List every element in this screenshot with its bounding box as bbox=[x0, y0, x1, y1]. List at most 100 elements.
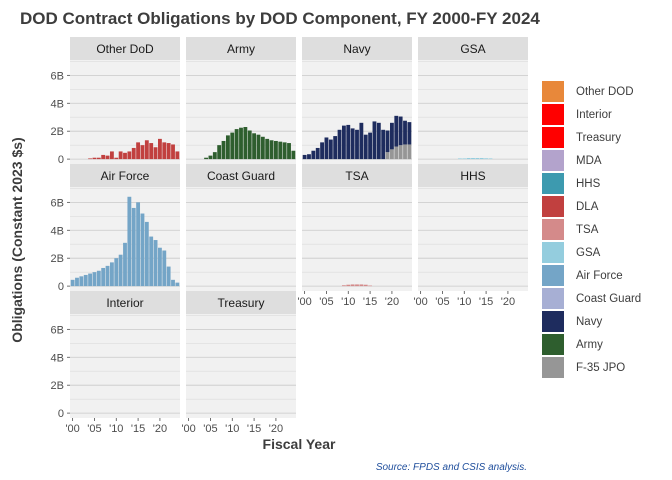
y-tick-label: 2B bbox=[51, 253, 64, 265]
legend-label: DLA bbox=[576, 201, 599, 213]
bar-tsa-2015 bbox=[368, 285, 373, 287]
bar-air-force-2017 bbox=[144, 221, 149, 287]
bar-air-force-2002 bbox=[79, 276, 84, 287]
x-tick-label: '05 bbox=[319, 296, 333, 308]
y-tick-label: 2B bbox=[51, 380, 64, 392]
panel-strip bbox=[186, 291, 296, 314]
legend-item-f-35-jpo: F-35 JPO bbox=[542, 357, 625, 378]
bar-air-force-2011 bbox=[118, 254, 123, 287]
bar-navy-2019 bbox=[385, 130, 390, 153]
bar-army-2022 bbox=[282, 142, 287, 160]
legend-swatch bbox=[542, 127, 564, 148]
legend-item-tsa: TSA bbox=[542, 219, 599, 240]
bar-army-2005 bbox=[208, 155, 213, 160]
bar-navy-2004 bbox=[320, 142, 324, 160]
bar-navy-2020 bbox=[390, 122, 394, 150]
legend-swatch bbox=[542, 173, 564, 194]
panel-background bbox=[186, 187, 296, 291]
bar-other-dod-2010 bbox=[114, 157, 119, 160]
panel-background bbox=[302, 187, 412, 291]
bar-air-force-2024 bbox=[175, 282, 180, 287]
x-tick-label: '05 bbox=[435, 296, 449, 308]
bar-navy-2001 bbox=[307, 154, 311, 160]
y-tick-label: 0 bbox=[58, 154, 64, 166]
bar-tsa-2009 bbox=[341, 285, 346, 287]
bar-tsa-2014 bbox=[363, 284, 368, 287]
legend-label: GSA bbox=[576, 247, 601, 259]
legend-item-gsa: GSA bbox=[542, 242, 601, 263]
y-tick-label: 4B bbox=[51, 225, 64, 237]
bar-navy-2017 bbox=[376, 122, 381, 160]
panel-navy: Navy bbox=[302, 37, 412, 164]
panel-tsa: TSA '00 '05 '10 '15 '20 bbox=[297, 164, 412, 308]
bar-army-2014 bbox=[247, 130, 252, 160]
bar-air-force-2021 bbox=[162, 250, 167, 287]
bar-navy-2011 bbox=[350, 128, 355, 160]
bar-army-2012 bbox=[239, 127, 243, 160]
bar-other-dod-2012 bbox=[123, 152, 127, 160]
legend-swatch bbox=[542, 311, 564, 332]
bar-air-force-2019 bbox=[153, 240, 158, 287]
bar-air-force-2008 bbox=[105, 265, 110, 287]
bar-air-force-2001 bbox=[75, 277, 79, 287]
bar-air-force-2018 bbox=[149, 236, 154, 287]
bar-other-dod-2014 bbox=[131, 147, 136, 160]
bar-army-2010 bbox=[230, 132, 235, 160]
bar-other-dod-2013 bbox=[127, 151, 132, 160]
bar-air-force-2012 bbox=[123, 242, 127, 287]
bar-army-2018 bbox=[265, 138, 270, 160]
chart-title: DOD Contract Obligations by DOD Componen… bbox=[20, 9, 540, 28]
facet-panels: Other DoD 0 2B 4B 6B Army Navy GSA Air Force 0 2B 4… bbox=[51, 37, 528, 435]
bar-other-dod-2017 bbox=[144, 140, 149, 160]
bar-army-2008 bbox=[221, 140, 226, 160]
panel-label: HHS bbox=[460, 169, 485, 183]
legend-swatch bbox=[542, 81, 564, 102]
legend: Other DOD Interior Treasury MDA HHS DLA TSA GSA… bbox=[542, 81, 641, 378]
bar-army-2007 bbox=[217, 145, 222, 160]
legend-label: TSA bbox=[576, 224, 599, 236]
panel-interior: Interior 0 2B 4B 6B '00 '05 '10 '15 '20 bbox=[51, 291, 180, 435]
bar-other-dod-2015 bbox=[136, 142, 141, 160]
panel-hhs: HHS '00 '05 '10 '15 '20 bbox=[413, 164, 528, 308]
x-tick-label: '05 bbox=[87, 423, 101, 435]
panel-strip bbox=[70, 37, 180, 60]
bar-army-2024 bbox=[291, 150, 296, 160]
legend-swatch bbox=[542, 196, 564, 217]
bar-army-2011 bbox=[234, 129, 239, 160]
bar-air-force-2007 bbox=[101, 267, 106, 287]
legend-label: Other DOD bbox=[576, 86, 634, 98]
bar-air-force-2009 bbox=[109, 262, 114, 287]
bar-air-force-2005 bbox=[92, 272, 97, 287]
legend-label: Treasury bbox=[576, 132, 621, 144]
bar-other-dod-2024 bbox=[175, 151, 180, 160]
bar-navy-2006 bbox=[328, 139, 333, 160]
bar-army-2016 bbox=[256, 134, 261, 160]
panel-strip bbox=[418, 37, 528, 60]
bar-army-2009 bbox=[225, 135, 230, 160]
bar-gsa-2012 bbox=[471, 157, 475, 160]
x-tick-label: '00 bbox=[413, 296, 427, 308]
legend-label: Army bbox=[576, 339, 603, 351]
bar-navy-2010 bbox=[346, 124, 351, 160]
bar-gsa-2011 bbox=[466, 157, 471, 160]
panel-other-dod: Other DoD 0 2B 4B 6B bbox=[51, 37, 180, 166]
x-tick-label: '15 bbox=[131, 423, 145, 435]
legend-swatch bbox=[542, 150, 564, 171]
x-tick-label: '10 bbox=[457, 296, 471, 308]
bar-navy-2014 bbox=[363, 134, 368, 160]
legend-label: HHS bbox=[576, 178, 601, 190]
y-axis-title: Obligations (Constant 2023 $s) bbox=[9, 137, 25, 342]
x-axis-title: Fiscal Year bbox=[263, 436, 336, 452]
panel-army: Army bbox=[186, 37, 296, 164]
legend-label: Air Force bbox=[576, 270, 623, 282]
bar-navy-2022 bbox=[398, 116, 403, 146]
x-tick-label: '15 bbox=[247, 423, 261, 435]
bar-air-force-2006 bbox=[96, 270, 101, 287]
panel-strip bbox=[418, 164, 528, 187]
y-tick-label: 0 bbox=[58, 408, 64, 420]
panel-coast-guard: Coast Guard bbox=[186, 164, 296, 291]
y-tick-label: 6B bbox=[51, 324, 64, 336]
bar-other-dod-2016 bbox=[140, 145, 145, 160]
panel-air-force: Air Force 0 2B 4B 6B bbox=[51, 164, 180, 293]
x-tick-label: '00 bbox=[65, 423, 79, 435]
